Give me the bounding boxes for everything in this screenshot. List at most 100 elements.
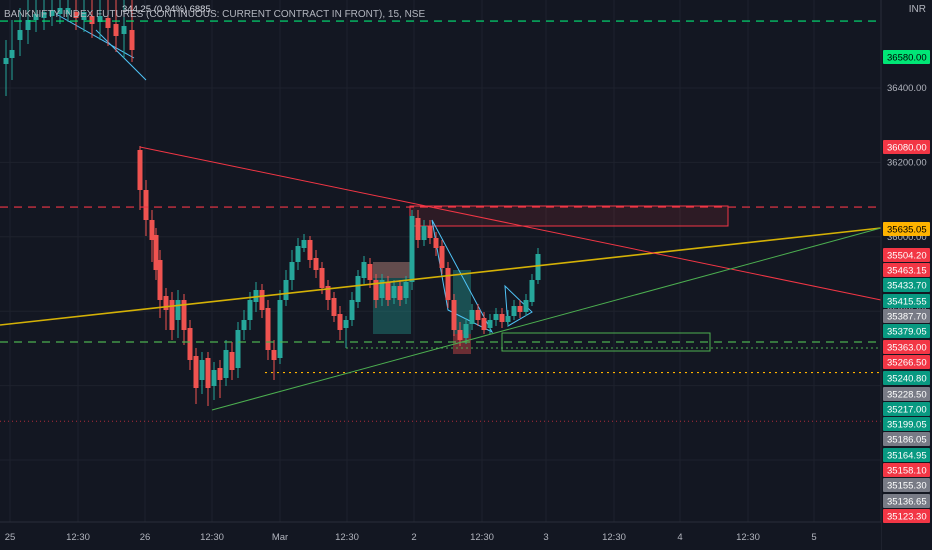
candle-body [457,330,463,340]
price-label-bg [883,278,930,292]
candle-body [451,300,457,330]
candle-body [73,12,79,18]
price-axis[interactable]: 36400.0036200.0036000.0035800.0036580.00… [880,0,932,550]
long-position-stop [373,262,411,278]
price-label: 35240.80 [887,374,927,385]
price-label-bg [883,309,930,323]
candle-body [89,16,95,24]
candle-body [439,246,445,268]
price-label: 36080.00 [887,143,927,154]
symbol-title[interactable]: BANKNIFTY INDEX FUTURES (CONTINUOUS: CUR… [4,8,426,20]
time-tick: 3 [543,532,548,543]
time-tick: 4 [677,532,682,543]
candle-body [205,358,211,388]
candle-body [529,280,535,302]
candle-body [349,300,355,320]
time-tick: 26 [140,532,151,543]
candle-body [355,276,361,302]
candle-body [487,320,493,328]
candle-body [229,352,235,370]
candle-body [505,316,511,322]
candle-body [157,260,163,300]
candle-body [385,282,391,300]
price-label-bg [883,248,930,262]
trend-line-cyan [95,29,147,81]
candle-body [421,226,427,240]
candle-body [307,240,313,260]
time-tick: 12:30 [736,532,760,543]
price-tick: 36000.00 [887,232,927,243]
price-label-bg [883,263,930,277]
price-label-bg [883,50,930,64]
candle-body [523,300,529,312]
price-label: 35363.00 [887,343,927,354]
trend-line-cyan-2 [55,13,135,59]
candle-body [105,18,111,28]
candle-body [283,280,289,300]
overlay-lines[interactable] [0,20,882,530]
candle-body [49,10,55,16]
candle-body [121,26,127,34]
candle-body [343,320,349,328]
price-label: 35155.30 [887,481,927,492]
candle-body [499,314,505,322]
candle-body [289,262,295,280]
candles [3,0,541,406]
price-label: 35228.50 [887,390,927,401]
price-label: 35463.15 [887,266,927,277]
price-label: 35266.50 [887,358,927,369]
candle-body [175,300,181,320]
resistance-zone [409,205,729,227]
candle-body [277,300,283,358]
price-label: 35158.10 [887,466,927,477]
price-label-bg [883,294,930,308]
price-label-bg [883,448,930,462]
candle-body [259,290,265,310]
time-tick: 12:30 [602,532,626,543]
candle-body [271,350,277,360]
currency-label[interactable]: INR [908,4,926,15]
candle-body [265,308,271,350]
candle-body [481,318,487,330]
candle-body [3,58,9,64]
price-label-bg [883,509,930,523]
candle-body [65,8,71,14]
time-tick: 12:30 [200,532,224,543]
price-label: 35387.70 [887,312,927,323]
candle-body [325,286,331,300]
candle-body [475,310,481,320]
time-tick: 12:30 [470,532,494,543]
candle-body [313,258,319,270]
price-label: 35379.05 [887,327,927,338]
price-label-bg [883,387,930,401]
time-axis[interactable]: 25 12:30 26 12:30 Mar 12:30 2 12:30 3 12:30 4 12:30… [0,521,881,550]
drawings[interactable] [55,13,729,354]
candle-body [163,296,169,310]
candle-body [9,50,15,58]
candle-body [153,235,159,270]
price-label: 35136.65 [887,497,927,508]
candle-body [295,246,301,262]
candle-body [397,286,403,300]
candle-body [367,264,373,280]
candle-body [319,268,325,288]
candle-body [241,320,247,330]
candle-body [193,356,199,388]
candle-body [235,330,241,368]
price-label-bg [883,432,930,446]
support-zone [501,332,711,352]
candle-body [463,324,469,338]
candle-body [199,360,205,380]
price-label: 35186.05 [887,435,927,446]
candle-body [469,310,475,324]
candle-body [361,262,367,278]
price-tick: 36200.00 [887,157,927,168]
price-label: 36580.00 [887,53,927,64]
change-readout: 344.25 (0.94%) 6885 [122,4,211,15]
candle-body [113,24,119,36]
price-label-bg [883,417,930,431]
candle-body [409,216,415,282]
candle-body [433,238,439,248]
